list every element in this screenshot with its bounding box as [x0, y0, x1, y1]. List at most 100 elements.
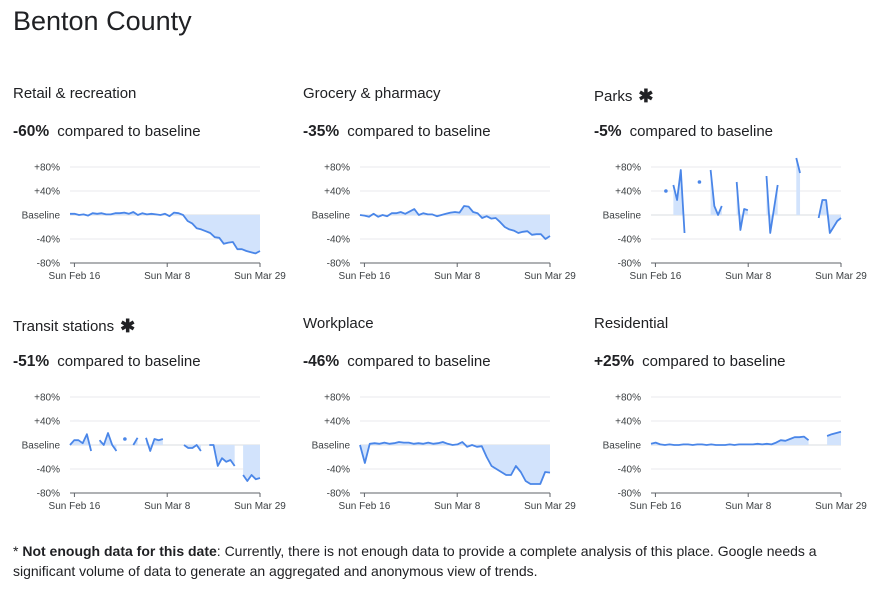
chart-title: Grocery & pharmacy: [303, 85, 441, 102]
chart-title: Retail & recreation: [13, 85, 136, 102]
y-tick-label: +80%: [324, 393, 350, 404]
y-tick-label: -80%: [327, 259, 350, 270]
asterisk-icon: ✱: [638, 86, 654, 106]
y-tick-label: Baseline: [22, 441, 61, 452]
x-tick-label: Sun Mar 8: [434, 271, 481, 282]
series-line: [209, 444, 236, 467]
y-tick-label: -80%: [37, 259, 60, 270]
series-line: [735, 181, 749, 231]
x-tick-label: Sun Mar 8: [144, 501, 191, 512]
line-chart: +80% +40% Baseline -40% -80%Sun Feb 16 Sun Ma…: [312, 393, 577, 513]
chart-panel: Parks ✱ -5% compared to baseline +80% +40% Bas…: [594, 85, 874, 305]
x-tick-label: Sun Mar 8: [725, 271, 772, 282]
y-tick-label: Baseline: [22, 211, 61, 222]
y-tick-label: +80%: [34, 163, 60, 174]
line-chart: +80% +40% Baseline -40% -80%Sun Feb 16 Sun Ma…: [603, 157, 867, 282]
area-fill: [360, 442, 550, 484]
series-line: [359, 205, 551, 240]
chart-title: Workplace: [303, 315, 374, 332]
series-line: [242, 474, 261, 482]
chart-title-text: Parks: [594, 88, 633, 105]
series-line: [709, 169, 723, 216]
area-fill: [209, 445, 235, 466]
x-tick-label: Sun Mar 29: [234, 501, 286, 512]
area-fill: [673, 170, 685, 233]
compared-label: compared to baseline: [629, 123, 774, 140]
chart-title: Transit stations ✱: [13, 315, 135, 336]
compared-label: compared to baseline: [642, 353, 786, 370]
series-line: [359, 441, 551, 485]
change-summary: -46% compared to baseline: [303, 353, 491, 371]
compared-label: compared to baseline: [347, 353, 491, 370]
footnote-marker: *: [13, 543, 19, 559]
series-line: [826, 430, 842, 437]
y-tick-label: Baseline: [603, 441, 642, 452]
area-fill: [184, 445, 201, 451]
change-summary: -35% compared to baseline: [303, 123, 491, 141]
data-point: [697, 180, 702, 184]
y-tick-label: +80%: [324, 163, 350, 174]
y-tick-label: +40%: [324, 417, 350, 428]
change-percent: -5%: [594, 123, 622, 140]
chart-panel: Grocery & pharmacy -35% compared to baseli…: [303, 85, 583, 305]
x-tick-label: Sun Feb 16: [630, 501, 682, 512]
change-percent: +25%: [594, 353, 635, 370]
data-point: [123, 437, 127, 441]
x-tick-label: Sun Mar 8: [144, 271, 191, 282]
y-tick-label: +80%: [615, 393, 641, 404]
chart-panel: Retail & recreation -60% compared to basel…: [13, 85, 293, 305]
y-tick-label: +40%: [34, 417, 60, 428]
y-tick-label: -80%: [618, 489, 641, 500]
chart-title-text: Workplace: [303, 315, 374, 332]
line-chart: +80% +40% Baseline -40% -80%Sun Feb 16 Sun Ma…: [22, 163, 287, 283]
series-line: [98, 432, 118, 452]
y-tick-label: Baseline: [603, 211, 642, 222]
x-tick-label: Sun Feb 16: [630, 271, 682, 282]
series-line: [795, 157, 801, 174]
change-percent: -46%: [303, 353, 340, 370]
x-tick-label: Sun Mar 29: [815, 271, 867, 282]
change-summary: +25% compared to baseline: [594, 353, 786, 371]
chart-title-text: Retail & recreation: [13, 85, 137, 102]
y-tick-label: +40%: [34, 187, 60, 198]
change-percent: -60%: [13, 123, 50, 140]
y-tick-label: -80%: [327, 489, 350, 500]
change-summary: -5% compared to baseline: [594, 123, 773, 141]
compared-label: compared to baseline: [347, 123, 491, 140]
footnote-bold: Not enough data for this date: [22, 543, 217, 559]
area-fill: [243, 445, 260, 481]
y-tick-label: -40%: [618, 235, 641, 246]
series-line: [69, 433, 92, 452]
footnote-text: : Currently, there is not enough data to…: [13, 543, 817, 579]
compared-label: compared to baseline: [57, 353, 201, 370]
compared-label: compared to baseline: [57, 123, 201, 140]
area-fill: [818, 200, 841, 233]
y-tick-label: +80%: [615, 163, 641, 174]
series-line: [650, 435, 810, 446]
x-tick-label: Sun Feb 16: [49, 501, 101, 512]
y-tick-label: -40%: [327, 235, 350, 246]
series-line: [70, 211, 261, 255]
y-tick-label: -40%: [618, 465, 641, 476]
series-line: [672, 169, 686, 234]
chart-panel: Workplace -46% compared to baseline +80% +40…: [303, 315, 583, 535]
chart-title: Residential: [594, 315, 668, 332]
y-tick-label: +40%: [324, 187, 350, 198]
data-point: [664, 189, 668, 193]
y-tick-label: -40%: [327, 465, 350, 476]
x-tick-label: Sun Mar 29: [524, 501, 576, 512]
y-tick-label: -40%: [37, 235, 60, 246]
x-tick-label: Sun Mar 29: [815, 501, 867, 512]
page-title: Benton County: [13, 6, 192, 36]
series-line: [183, 444, 202, 452]
series-line: [765, 175, 779, 234]
change-percent: -35%: [303, 123, 340, 140]
chart-panel: Residential +25% compared to baseline +80% +…: [594, 315, 874, 535]
x-tick-label: Sun Mar 29: [234, 271, 286, 282]
series-line: [817, 199, 842, 234]
area-fill: [133, 437, 138, 445]
chart-title-text: Residential: [594, 315, 669, 332]
area-fill: [70, 212, 260, 254]
x-tick-label: Sun Feb 16: [339, 501, 391, 512]
asterisk-icon: ✱: [120, 316, 136, 336]
